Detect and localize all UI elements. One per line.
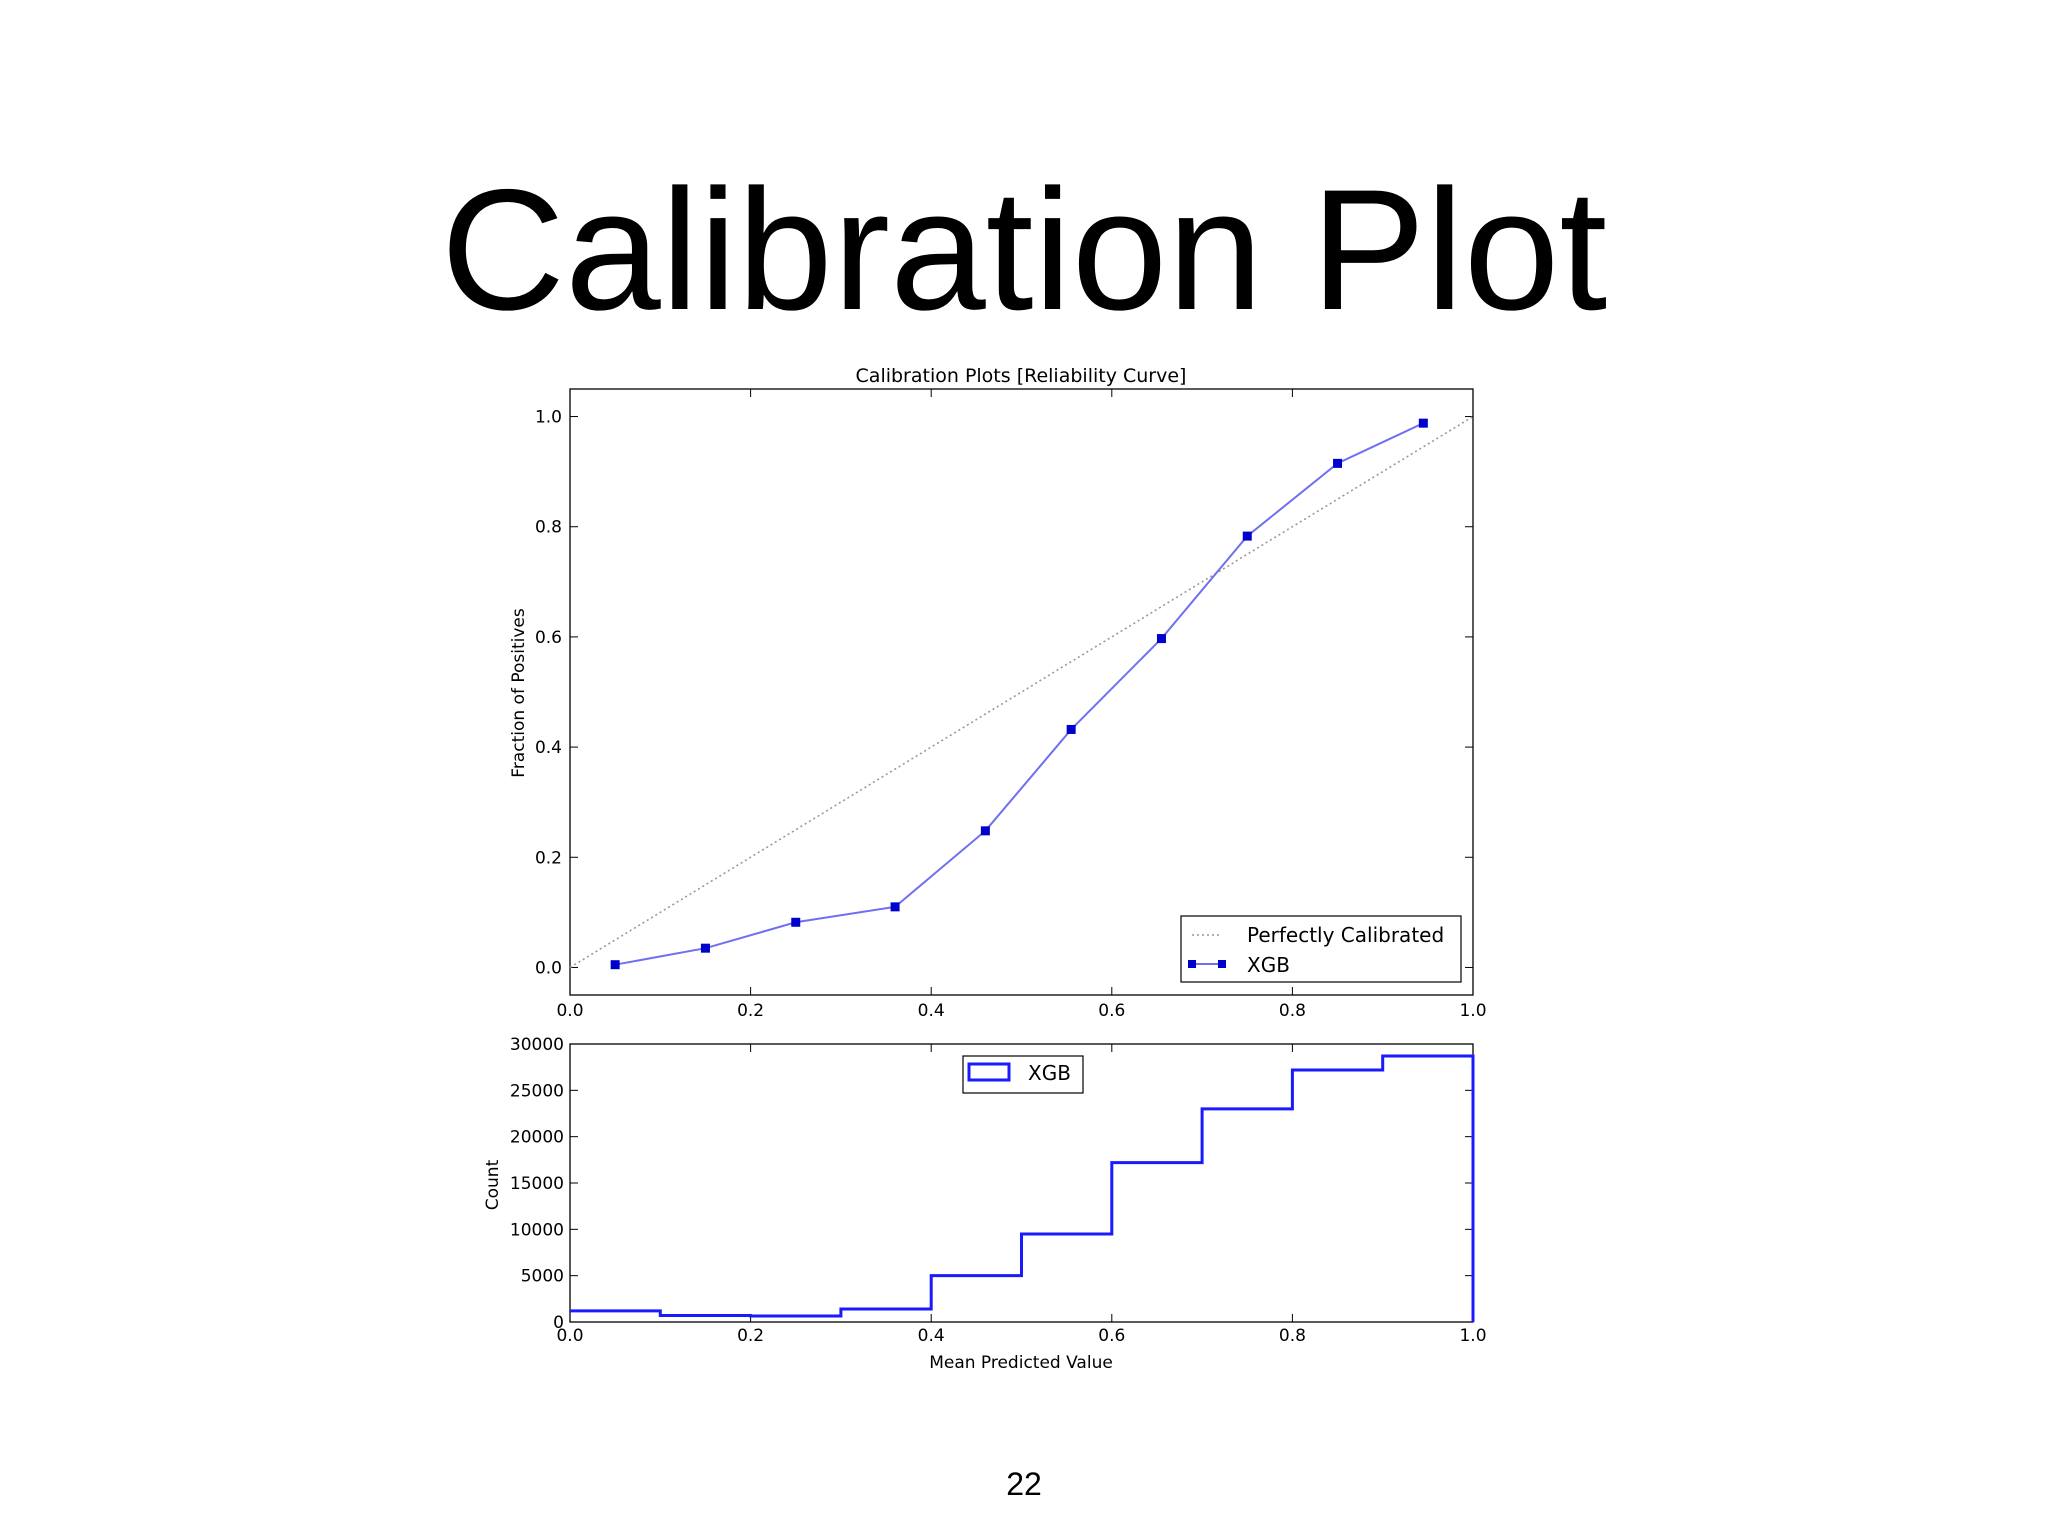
histogram-y-tick-label: 30000 — [510, 1035, 564, 1055]
xgb-reliability-point — [791, 917, 801, 927]
reliability-y-tick-label: 0.0 — [535, 958, 562, 978]
histogram-y-tick-label: 25000 — [510, 1081, 564, 1101]
legend-xgb-marker-left — [1188, 960, 1196, 968]
reliability-x-tick-label: 0.0 — [556, 1001, 583, 1021]
histogram-y-axis-label: Count — [483, 1159, 503, 1210]
reliability-x-tick-label: 0.2 — [737, 1001, 764, 1021]
reliability-y-tick-label: 0.2 — [535, 848, 562, 868]
perfectly-calibrated-line — [569, 415, 1474, 969]
reliability-y-axis-label: Fraction of Positives — [509, 608, 529, 778]
reliability-x-tick-label: 0.4 — [918, 1001, 945, 1021]
reliability-x-tick-label: 1.0 — [1459, 1001, 1486, 1021]
calibration-figure: Calibration Plots [Reliability Curve] 0.… — [483, 365, 1487, 1373]
reliability-y-tick-label: 0.8 — [535, 518, 562, 538]
count-histogram: 0.0 0.2 0.4 0.6 0.8 1.0 0 5000 10000 15000 20000 25… — [510, 1035, 1487, 1346]
histogram-y-tick-label: 5000 — [521, 1267, 564, 1287]
histogram-y-tick-label: 15000 — [510, 1174, 564, 1194]
page-number: 22 — [1006, 1466, 1042, 1502]
xgb-reliability-point — [1242, 531, 1252, 541]
histogram-y-tick-label: 0 — [553, 1313, 564, 1333]
xgb-reliability-point — [980, 826, 990, 836]
reliability-plot-title: Calibration Plots [Reliability Curve] — [856, 365, 1187, 387]
xgb-reliability-point — [700, 943, 710, 953]
xgb-reliability-point — [1333, 458, 1343, 468]
reliability-plot: 0.0 0.2 0.4 0.6 0.8 1.0 0.0 0.2 0.4 0.6 0.8 1.0 — [535, 388, 1487, 1021]
histogram-x-tick-label: 0.0 — [556, 1326, 583, 1346]
histogram-legend: XGB — [962, 1055, 1084, 1094]
reliability-plot-frame — [569, 388, 1474, 996]
histogram-x-tick-label: 0.4 — [918, 1326, 945, 1346]
xgb-reliability-point — [610, 960, 620, 970]
histogram-x-tick-label: 0.2 — [737, 1326, 764, 1346]
histogram-legend-box — [962, 1055, 1084, 1094]
histogram-legend-swatch — [967, 1062, 1011, 1082]
reliability-legend: Perfectly Calibrated XGB — [1180, 915, 1462, 983]
xgb-histogram-steps — [570, 1054, 1475, 1322]
histogram-x-tick-label: 0.8 — [1279, 1326, 1306, 1346]
legend-perfect-label: Perfectly Calibrated — [1247, 923, 1444, 947]
xgb-reliability-point — [1418, 418, 1428, 428]
reliability-y-tick-label: 1.0 — [535, 408, 562, 428]
xgb-reliability-point — [1156, 634, 1166, 644]
histogram-legend-label: XGB — [1028, 1061, 1071, 1085]
histogram-y-tick-label: 20000 — [510, 1128, 564, 1148]
legend-xgb-marker-right — [1218, 960, 1226, 968]
xgb-reliability-point — [890, 902, 900, 912]
histogram-x-tick-label: 0.6 — [1098, 1326, 1125, 1346]
reliability-x-tick-label: 0.6 — [1098, 1001, 1125, 1021]
reliability-y-tick-label: 0.4 — [535, 738, 562, 758]
reliability-y-tick-label: 0.6 — [535, 628, 562, 648]
reliability-x-tick-label: 0.8 — [1279, 1001, 1306, 1021]
slide-title: Calibration Plot — [440, 154, 1608, 346]
xgb-reliability-point — [1066, 724, 1076, 734]
reliability-legend-box — [1180, 915, 1462, 983]
xgb-reliability-line — [614, 422, 1424, 966]
histogram-x-axis-label: Mean Predicted Value — [929, 1353, 1113, 1373]
histogram-y-tick-label: 10000 — [510, 1220, 564, 1240]
legend-xgb-label: XGB — [1247, 953, 1290, 977]
histogram-x-tick-label: 1.0 — [1459, 1326, 1486, 1346]
